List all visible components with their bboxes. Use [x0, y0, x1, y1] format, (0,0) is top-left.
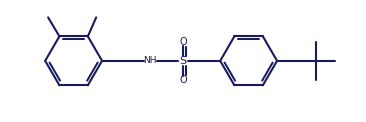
Text: O: O — [179, 75, 187, 85]
Text: S: S — [179, 56, 187, 66]
Text: O: O — [179, 37, 187, 47]
Text: NH: NH — [143, 56, 157, 65]
